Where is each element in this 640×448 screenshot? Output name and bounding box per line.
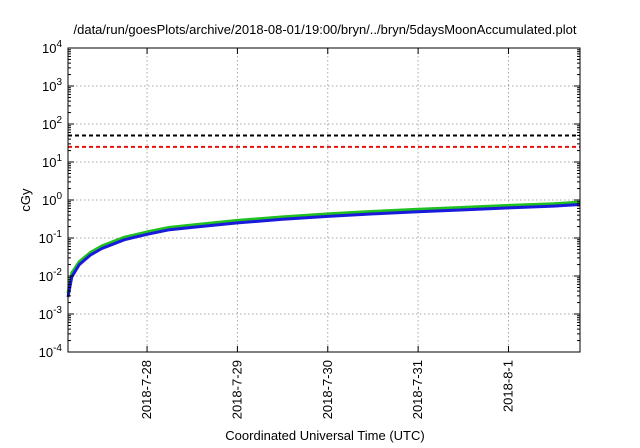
reference-lines xyxy=(68,134,580,148)
x-tick-label: 2018-7-28 xyxy=(139,360,154,419)
x-tick-label: 2018-8-1 xyxy=(500,360,515,412)
y-tick-label: 10-1 xyxy=(39,229,63,246)
y-tick-label: 10-2 xyxy=(39,267,63,284)
x-tick-label: 2018-7-30 xyxy=(320,360,335,419)
series-line xyxy=(66,203,581,298)
x-axis-label: Coordinated Universal Time (UTC) xyxy=(225,428,424,443)
x-tick-label: 2018-7-31 xyxy=(410,360,425,419)
y-tick-label: 10-3 xyxy=(39,305,63,322)
y-axis-label: cGy xyxy=(18,188,33,212)
y-tick-label: 100 xyxy=(42,191,62,208)
y-tick-label: 10-4 xyxy=(39,343,63,360)
grid xyxy=(68,48,580,352)
x-tick-labels: 2018-7-28 2018-7-29 2018-7-30 2018-7-31 2018… xyxy=(139,360,515,419)
series-line xyxy=(66,200,581,294)
ticks xyxy=(68,47,580,353)
y-tick-label: 101 xyxy=(42,153,62,170)
y-tick-label: 102 xyxy=(42,115,62,132)
series-lines xyxy=(66,200,581,298)
chart-title: /data/run/goesPlots/archive/2018-08-01/1… xyxy=(74,22,577,37)
y-tick-label: 103 xyxy=(42,77,62,94)
y-tick-label: 104 xyxy=(42,39,62,56)
x-tick-label: 2018-7-29 xyxy=(229,360,244,419)
y-tick-labels: 104 103 102 101 100 10-1 10-2 10-3 10-4 xyxy=(39,39,63,360)
